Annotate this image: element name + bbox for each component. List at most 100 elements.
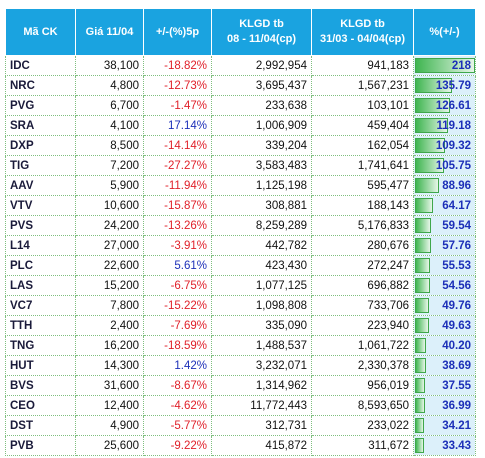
cell: 14,300 <box>75 355 144 376</box>
change-cell: 64.17 <box>413 195 476 216</box>
cell: 8,593,650 <box>311 395 414 416</box>
stock-code: TNG <box>5 335 76 356</box>
cell: 4,800 <box>75 75 144 96</box>
data-bar <box>415 318 429 333</box>
change-cell: 36.99 <box>413 395 476 416</box>
change-cell: 218 <box>413 55 476 76</box>
cell: 11,772,443 <box>211 395 312 416</box>
cell: -7.69% <box>143 315 212 336</box>
cell: 956,019 <box>311 375 414 396</box>
stock-code: TTH <box>5 315 76 336</box>
change-value: 88.96 <box>442 179 471 192</box>
change-value: 33.43 <box>442 439 471 452</box>
cell: 2,330,378 <box>311 355 414 376</box>
cell: 233,022 <box>311 415 414 436</box>
change-cell: 57.76 <box>413 235 476 256</box>
cell: 4,100 <box>75 115 144 136</box>
table-row: PVG 6,700 -1.47% 233,638 103,101 126.61 <box>5 95 476 116</box>
cell: -15.87% <box>143 195 212 216</box>
header-cell: +/-(%)5p <box>143 8 212 56</box>
header-cell: KLGD tb 31/03 - 04/04(cp) <box>311 8 414 56</box>
change-cell: 55.53 <box>413 255 476 276</box>
change-value: 55.53 <box>442 259 471 272</box>
table-row: PVB 25,600 -9.22% 415,872 311,672 33.43 <box>5 435 476 456</box>
cell: 24,200 <box>75 215 144 236</box>
stock-code: IDC <box>5 55 76 76</box>
table-row: TTH 2,400 -7.69% 335,090 223,940 49.63 <box>5 315 476 336</box>
cell: 10,600 <box>75 195 144 216</box>
cell: 7,800 <box>75 295 144 316</box>
table-row: TIG 7,200 -27.27% 3,583,483 1,741,641 105.75 <box>5 155 476 176</box>
table-row: HUT 14,300 1.42% 3,232,071 2,330,378 38.69 <box>5 355 476 376</box>
change-value: 109.32 <box>435 139 471 152</box>
cell: -4.62% <box>143 395 212 416</box>
cell: -14.14% <box>143 135 212 156</box>
change-cell: 88.96 <box>413 175 476 196</box>
data-bar <box>415 58 475 73</box>
stock-code: PLC <box>5 255 76 276</box>
data-bar <box>415 198 433 213</box>
change-value: 57.76 <box>442 239 471 252</box>
cell: 1,061,722 <box>311 335 414 356</box>
stock-code: CEO <box>5 395 76 416</box>
cell: -5.77% <box>143 415 212 436</box>
cell: 312,731 <box>211 415 312 436</box>
cell: -1.47% <box>143 95 212 116</box>
table-row: TNG 16,200 -18.59% 1,488,537 1,061,722 40.20 <box>5 335 476 356</box>
cell: 1,741,641 <box>311 155 414 176</box>
change-cell: 34.21 <box>413 415 476 436</box>
cell: 280,676 <box>311 235 414 256</box>
table-row: AAV 5,900 -11.94% 1,125,198 595,477 88.96 <box>5 175 476 196</box>
stock-code: DXP <box>5 135 76 156</box>
cell: 38,100 <box>75 55 144 76</box>
cell: 339,204 <box>211 135 312 156</box>
cell: 459,404 <box>311 115 414 136</box>
data-bar <box>415 258 431 273</box>
cell: -12.73% <box>143 75 212 96</box>
cell: 423,430 <box>211 255 312 276</box>
change-cell: 126.61 <box>413 95 476 116</box>
data-bar <box>415 298 429 313</box>
change-value: 37.55 <box>442 379 471 392</box>
header-cell: Mã CK <box>5 8 76 56</box>
cell: 103,101 <box>311 95 414 116</box>
cell: 941,183 <box>311 55 414 76</box>
cell: 696,882 <box>311 275 414 296</box>
cell: 1,567,231 <box>311 75 414 96</box>
data-bar <box>415 338 427 353</box>
cell: 733,706 <box>311 295 414 316</box>
table-row: BVS 31,600 -8.67% 1,314,962 956,019 37.55 <box>5 375 476 396</box>
stock-code: L14 <box>5 235 76 256</box>
header-cell: KLGD tb 08 - 11/04(cp) <box>211 8 312 56</box>
stock-code: NRC <box>5 75 76 96</box>
data-bar <box>415 218 432 233</box>
cell: 2,400 <box>75 315 144 336</box>
table-row: PVS 24,200 -13.26% 8,259,289 5,176,833 59.54 <box>5 215 476 236</box>
data-bar <box>415 378 426 393</box>
cell: 3,232,071 <box>211 355 312 376</box>
cell: 15,200 <box>75 275 144 296</box>
change-value: 38.69 <box>442 359 471 372</box>
change-cell: 109.32 <box>413 135 476 156</box>
change-cell: 40.20 <box>413 335 476 356</box>
change-value: 218 <box>451 59 471 72</box>
stock-code: LAS <box>5 275 76 296</box>
cell: 442,782 <box>211 235 312 256</box>
cell: 16,200 <box>75 335 144 356</box>
cell: 1,098,808 <box>211 295 312 316</box>
stock-code: PVS <box>5 215 76 236</box>
cell: 233,638 <box>211 95 312 116</box>
stock-code: PVB <box>5 435 76 456</box>
change-value: 54.56 <box>442 279 471 292</box>
change-value: 40.20 <box>442 339 471 352</box>
cell: 5,900 <box>75 175 144 196</box>
change-value: 34.21 <box>442 419 471 432</box>
cell: 415,872 <box>211 435 312 456</box>
header-row: Mã CK Giá 11/04 +/-(%)5p KLGD tb 08 - 11/04… <box>5 8 476 56</box>
cell: 595,477 <box>311 175 414 196</box>
cell: 2,992,954 <box>211 55 312 76</box>
cell: -9.22% <box>143 435 212 456</box>
change-value: 59.54 <box>442 219 471 232</box>
cell: -3.91% <box>143 235 212 256</box>
stock-table: Mã CK Giá 11/04 +/-(%)5p KLGD tb 08 - 11/04… <box>5 8 476 456</box>
